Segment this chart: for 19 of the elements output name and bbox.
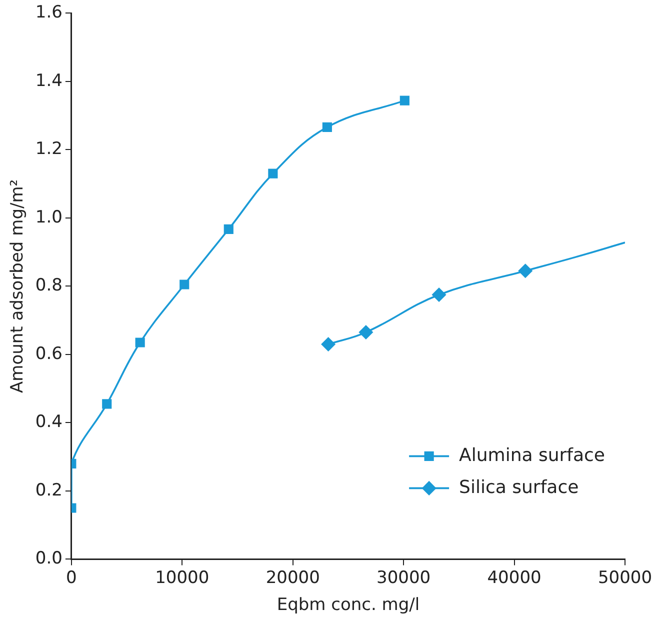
- y-tick-label: 0.8: [35, 276, 62, 296]
- x-tick-label: 10000: [155, 568, 210, 588]
- y-tick-label: 1.2: [35, 139, 62, 160]
- x-tick-label: 0: [66, 568, 77, 588]
- y-axis-title: Amount adsorbed mg/m²: [8, 179, 28, 393]
- y-tick-label: 0.6: [35, 344, 62, 364]
- y-tick-label: 1.0: [35, 207, 62, 228]
- y-tick-label: 0.2: [35, 480, 62, 500]
- x-tick-label: 50000: [598, 568, 652, 588]
- y-tick-label: 0.0: [35, 548, 62, 569]
- x-axis-title: Eqbm conc. mg/l: [276, 595, 420, 616]
- x-tick-label: 40000: [487, 568, 542, 588]
- y-tick-label: 0.4: [35, 412, 62, 432]
- y-tick-label: 1.6: [35, 2, 62, 23]
- x-tick-label: 20000: [266, 568, 320, 588]
- legend-label: Alumina surface: [459, 444, 606, 466]
- x-tick-label: 30000: [376, 568, 431, 588]
- legend-label: Silica surface: [459, 476, 579, 498]
- y-tick-label: 1.4: [35, 70, 62, 91]
